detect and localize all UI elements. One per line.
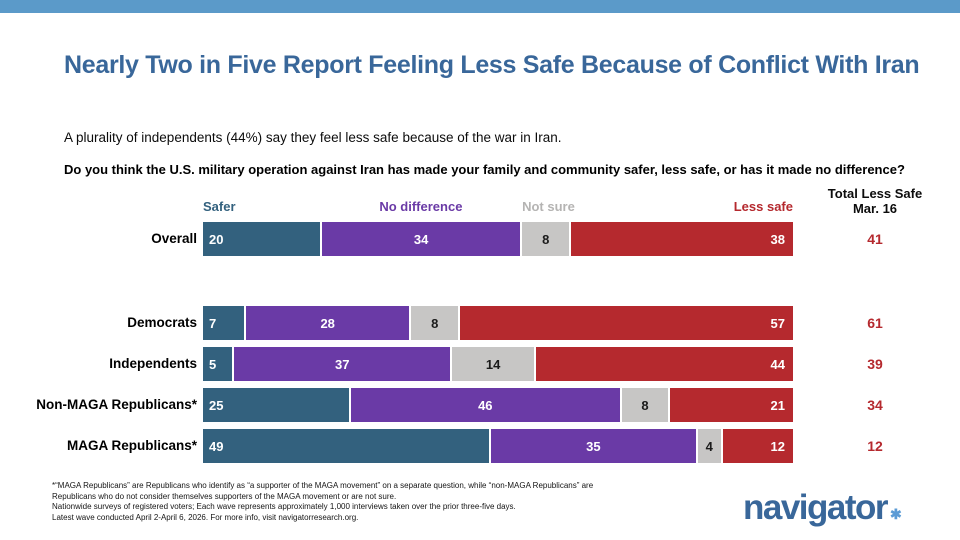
total-less-safe-value: 34 <box>867 397 883 413</box>
footnote: *“MAGA Republicans” are Republicans who … <box>52 481 732 523</box>
legend-safer: Safer <box>203 199 236 214</box>
legend-less-safe: Less safe <box>733 199 793 214</box>
bar-segment-safer: 25 <box>203 388 350 422</box>
chart-row-maga-republicans-: MAGA Republicans* 49 35 4 12 12 <box>0 429 960 463</box>
page-title: Nearly Two in Five Report Feeling Less S… <box>64 51 920 79</box>
bar-segment-not-sure: 8 <box>621 388 669 422</box>
subtitle: A plurality of independents (44%) say th… <box>64 130 562 145</box>
row-label: Overall <box>151 231 197 246</box>
row-label: MAGA Republicans* <box>66 438 197 453</box>
bar-segment-safer: 20 <box>203 222 320 256</box>
bar-segment-not-sure: 14 <box>452 347 535 381</box>
navigator-logo: navigator ✱ <box>743 488 902 528</box>
total-column-header: Total Less Safe Mar. 16 <box>810 186 940 217</box>
legend-no-difference: No difference <box>379 199 463 214</box>
bar-segment-less-safe: 12 <box>722 429 793 463</box>
bar-segment-less-safe: 57 <box>460 306 793 340</box>
bar-group: 5 37 14 44 <box>203 347 793 381</box>
bar-segment-no-difference: 35 <box>491 429 696 463</box>
logo-text: navigator <box>743 488 889 527</box>
row-label: Democrats <box>127 315 197 330</box>
legend: Safer No difference Not sure Less safe <box>203 199 793 217</box>
bar-segment-not-sure: 4 <box>697 429 721 463</box>
bar-group: 49 35 4 12 <box>203 429 793 463</box>
chart-row-overall: Overall 20 34 8 38 41 <box>0 222 960 256</box>
total-less-safe-value: 41 <box>867 231 883 247</box>
bar-segment-safer: 5 <box>203 347 233 381</box>
bar-segment-not-sure: 8 <box>522 222 570 256</box>
footnote-line: *“MAGA Republicans” are Republicans who … <box>52 481 594 490</box>
total-less-safe-value: 39 <box>867 356 883 372</box>
row-label: Non-MAGA Republicans* <box>36 397 197 412</box>
question-text: Do you think the U.S. military operation… <box>64 162 905 177</box>
bar-group: 7 28 8 57 <box>203 306 793 340</box>
bar-segment-not-sure: 8 <box>411 306 459 340</box>
logo-star-icon: ✱ <box>890 506 902 522</box>
bar-segment-no-difference: 37 <box>234 347 451 381</box>
footnote-line: Nationwide surveys of registered voters;… <box>52 502 516 512</box>
chart-row-independents: Independents 5 37 14 44 39 <box>0 347 960 381</box>
bar-segment-less-safe: 38 <box>571 222 794 256</box>
top-accent-bar <box>0 0 960 13</box>
footnote-line: Latest wave conducted April 2-April 6, 2… <box>52 512 359 522</box>
bar-segment-no-difference: 34 <box>321 222 521 256</box>
bar-segment-less-safe: 21 <box>670 388 793 422</box>
bar-segment-no-difference: 28 <box>245 306 410 340</box>
bar-segment-no-difference: 46 <box>351 388 620 422</box>
legend-not-sure: Not sure <box>522 199 575 214</box>
total-column-header-line2: Mar. 16 <box>852 201 898 217</box>
footnote-line: Republicans who do not consider themselv… <box>52 491 397 501</box>
bar-group: 20 34 8 38 <box>203 222 794 256</box>
chart-row-democrats: Democrats 7 28 8 57 61 <box>0 306 960 340</box>
bar-segment-safer: 7 <box>203 306 244 340</box>
bar-segment-less-safe: 44 <box>536 347 793 381</box>
chart-row-non-maga-republicans-: Non-MAGA Republicans* 25 46 8 21 34 <box>0 388 960 422</box>
bar-group: 25 46 8 21 <box>203 388 793 422</box>
total-column-header-line1: Total Less Safe <box>827 186 923 201</box>
total-less-safe-value: 61 <box>867 315 883 331</box>
bar-segment-safer: 49 <box>203 429 490 463</box>
row-label: Independents <box>109 356 197 371</box>
total-less-safe-value: 12 <box>867 438 883 454</box>
